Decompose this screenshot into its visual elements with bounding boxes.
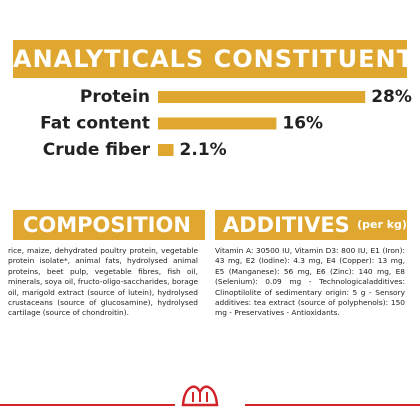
value-label: 2.1% [180,140,227,160]
analytics-title: ANALYTICALS CONSTITUENTS [13,40,420,78]
bar [158,117,277,130]
logo [0,385,420,407]
value-label: 16% [282,114,323,134]
row-label: Crude fiber [43,140,151,160]
additives-subtitle: (per kg) [357,218,407,231]
additives-title-text: ADDITIVES [223,213,350,237]
value-label: 28% [371,87,412,107]
row-label: Fat content [40,114,150,134]
row-label: Protein [80,87,150,107]
composition-text: rice, maize, dehydrated poultry protein,… [8,246,198,318]
bar [158,144,174,156]
additives-title: ADDITIVES (per kg) [215,210,407,240]
bar [158,91,366,103]
composition-title: COMPOSITION [13,210,205,240]
additives-text: Vitamin A: 30500 IU, Vitamin D3: 800 IU,… [215,246,405,318]
